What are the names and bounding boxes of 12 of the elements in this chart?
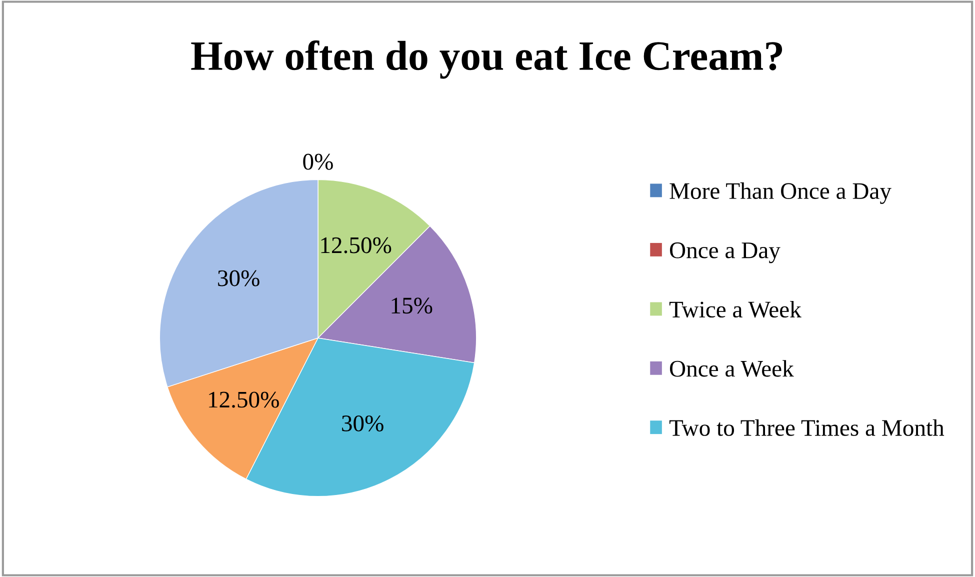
legend-label: Twice a Week: [669, 300, 802, 318]
legend-label: More Than Once a Day: [670, 182, 892, 204]
data-label: 30%: [218, 270, 260, 286]
legend-label: Once a Week: [670, 360, 794, 377]
data-label: 30%: [342, 415, 384, 432]
legend-label: Once a Day: [670, 242, 780, 264]
data-label: 12.50%: [209, 392, 279, 408]
data-label: 12.50%: [321, 237, 392, 254]
chart-title: How often do you eat Ice Cream?: [191, 40, 782, 79]
data-label: 15%: [392, 298, 432, 314]
legend-label: Two to Three Times a Month: [669, 419, 944, 436]
text: 0%: [303, 154, 333, 170]
